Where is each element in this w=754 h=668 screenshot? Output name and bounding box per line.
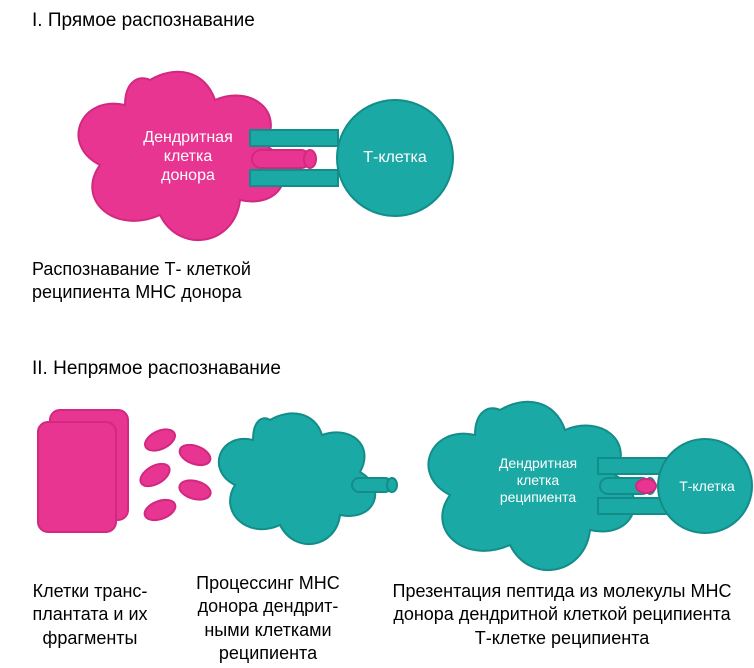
panel2-heading: II. Непрямое распознавание	[32, 358, 281, 380]
transplant-cells-cards	[38, 410, 128, 532]
panel2-caption-mid: Процессинг МНС донора дендрит- ными клет…	[178, 572, 358, 666]
recipient-dendritic-cell-left	[219, 413, 397, 544]
caption-line: плантата и их	[32, 604, 147, 624]
caption-line: Процессинг МНС	[196, 573, 340, 593]
label-line: клетка	[517, 472, 559, 488]
peptide	[636, 479, 656, 493]
caption-line: донора дендрит-	[198, 596, 339, 616]
label-line: клетка	[164, 148, 212, 165]
caption-line: Распознавание Т- клеткой	[32, 259, 251, 279]
caption-line: Т-клетке реципиента	[475, 628, 650, 648]
diagram-canvas	[0, 0, 754, 668]
label-line: донора	[161, 167, 215, 184]
recipient-dendritic-label: Дендритная клетка реципиента	[478, 455, 598, 505]
donor-dendritic-label: Дендритная клетка донора	[128, 128, 248, 186]
caption-line: донора дендритной клеткой реципиента	[393, 604, 730, 624]
tcell-label-p1: Т-клетка	[355, 148, 435, 167]
caption-line: реципиента МНС донора	[32, 282, 242, 302]
caption-line: Презентация пептида из молекулы МНС	[393, 581, 732, 601]
panel1-caption: Распознавание Т- клеткой реципиента МНС …	[32, 258, 251, 305]
caption-line: Клетки транс-	[33, 581, 148, 601]
caption-line: ными клетками	[204, 620, 331, 640]
caption-line: реципиента	[219, 643, 317, 663]
label-line: Дендритная	[143, 129, 232, 146]
panel1-heading: I. Прямое распознавание	[32, 10, 255, 32]
label-line: Дендритная	[499, 455, 577, 471]
panel2-caption-right: Презентация пептида из молекулы МНС доно…	[372, 580, 752, 650]
dendritic-tube-p1	[252, 150, 316, 168]
tcell-label-p2: Т-клетка	[670, 478, 744, 495]
panel2-caption-left: Клетки транс- плантата и их фрагменты	[20, 580, 160, 650]
fragments	[137, 425, 213, 524]
caption-line: фрагменты	[43, 628, 138, 648]
label-line: реципиента	[500, 489, 576, 505]
